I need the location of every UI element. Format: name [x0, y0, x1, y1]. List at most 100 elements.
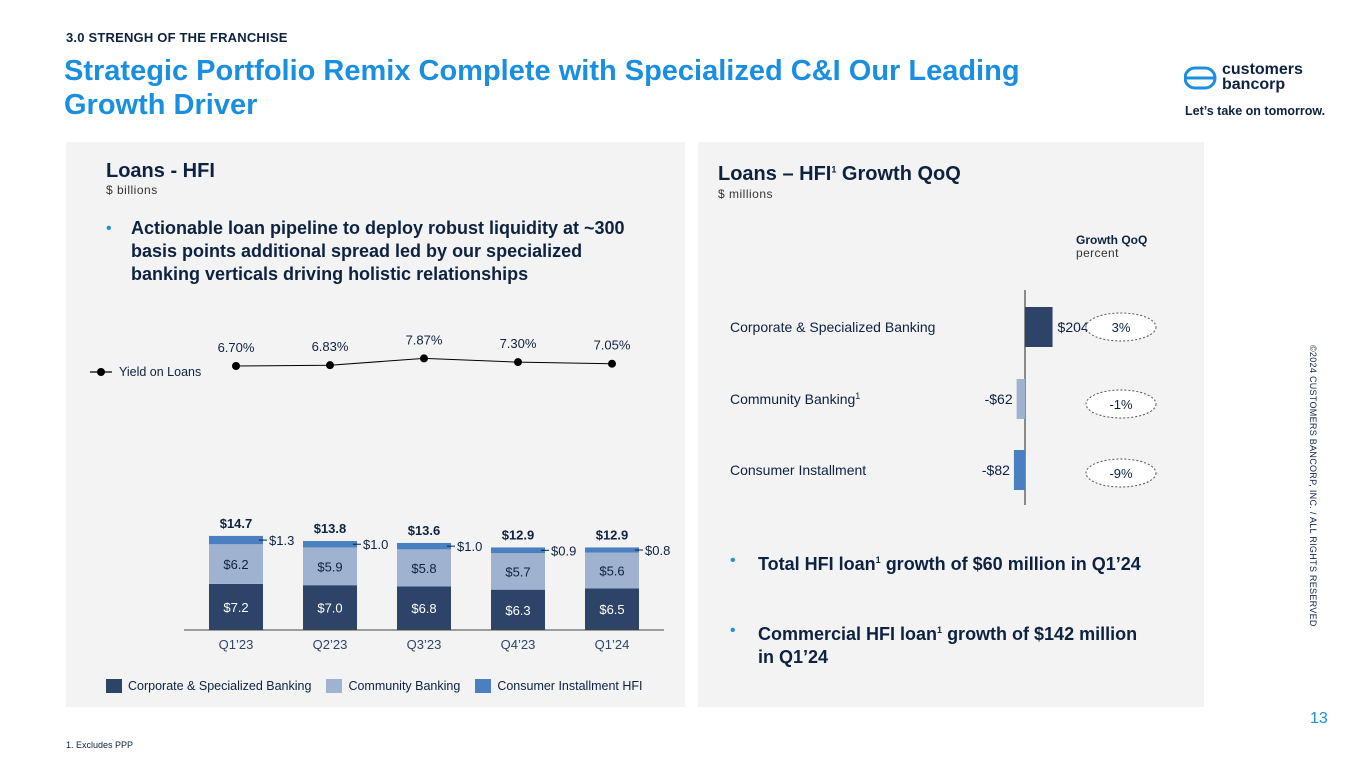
bar-value-label: $1.0 — [363, 537, 388, 552]
loans-hfi-subtitle: $ billions — [106, 183, 158, 197]
bar-value-label: $0.9 — [551, 543, 576, 558]
growth-pct-badge — [1085, 458, 1157, 488]
section-label: 3.0 STRENGH OF THE FRANCHISE — [66, 30, 288, 45]
growth-bar — [1013, 450, 1025, 490]
bar-segment — [209, 535, 263, 545]
footnote: 1. Excludes PPP — [66, 740, 134, 750]
loans-hfi-panel — [66, 142, 685, 707]
bar-segment — [397, 542, 451, 550]
bar-segment — [209, 583, 263, 630]
growth-value-label: -$62 — [985, 391, 1013, 407]
bar-segment — [303, 547, 357, 586]
bar-segment — [303, 585, 357, 630]
legend-label-community: Community Banking — [348, 679, 461, 693]
bar-segment — [491, 553, 545, 590]
bar-total-label: $13.6 — [408, 523, 441, 538]
bullet-dot: • — [730, 552, 736, 569]
growth-qoq-title: Loans – HFI1 Growth QoQ — [718, 163, 961, 186]
growth-qoq-panel — [698, 142, 1204, 707]
yield-legend-marker — [97, 368, 105, 376]
growth-value-label: -$82 — [982, 462, 1010, 478]
growth-bullet-2-sup: 1 — [937, 625, 943, 635]
growth-qoq-title-sup: 1 — [831, 164, 837, 175]
logo-text-line2: bancorp — [1222, 76, 1286, 93]
x-tick-label: Q1’24 — [595, 637, 630, 652]
bar-value-label: $7.2 — [223, 600, 248, 615]
bar-value-label: $5.7 — [505, 564, 530, 579]
growth-category-label: Corporate & Specialized Banking — [730, 319, 935, 335]
bar-segment — [491, 589, 545, 630]
bar-value-label: $6.8 — [411, 601, 436, 616]
growth-qoq-title-suffix: Growth QoQ — [836, 163, 961, 185]
page-title: Strategic Portfolio Remix Complete with … — [64, 55, 1020, 121]
x-tick-label: Q2’23 — [313, 637, 348, 652]
logo — [1183, 62, 1334, 94]
logo-text-line1: customers — [1222, 61, 1303, 78]
growth-value-label: $204 — [1058, 319, 1089, 335]
x-tick-label: Q3’23 — [407, 637, 442, 652]
growth-header: Growth QoQ — [1076, 233, 1148, 247]
growth-qoq-title-main: Loans – HFI — [718, 163, 832, 185]
bar-value-label: $6.3 — [505, 603, 530, 618]
legend-swatch-corporate — [106, 679, 122, 693]
bar-total-label: $13.8 — [314, 521, 347, 536]
bar-value-label: $7.0 — [317, 601, 342, 616]
bar-value-label: $6.2 — [223, 557, 248, 572]
bar-value-label: $5.8 — [411, 561, 436, 576]
bar-segment — [585, 588, 639, 630]
yield-point — [514, 358, 522, 367]
bullet-dot: • — [730, 622, 736, 639]
growth-pct-badge — [1085, 389, 1157, 419]
x-tick-label: Q4’23 — [501, 637, 536, 652]
bar-value-label: $0.8 — [645, 543, 670, 558]
growth-pct-label: 3% — [1112, 320, 1131, 335]
growth-category-label: Consumer Installment — [730, 462, 866, 478]
legend-label-corporate: Corporate & Specialized Banking — [128, 679, 312, 693]
yield-label: 6.83% — [312, 339, 349, 354]
logo-mark-icon — [1183, 66, 1217, 90]
bar-value-label: $5.9 — [317, 559, 342, 574]
chart-legend: Corporate & Specialized Banking Communit… — [106, 679, 652, 693]
loans-hfi-bullet: • Actionable loan pipeline to deploy rob… — [106, 217, 651, 286]
growth-category-label: Community Banking1 — [730, 391, 860, 407]
bar-value-label: $5.6 — [599, 563, 624, 578]
yield-label: 7.87% — [406, 332, 443, 347]
tagline: Let’s take on tomorrow. — [1185, 104, 1326, 118]
growth-bullet-2: • Commercial HFI loan1 growth of $142 mi… — [730, 619, 1150, 669]
legend-swatch-consumer — [475, 679, 492, 693]
bar-segment — [585, 552, 639, 589]
loans-hfi-bullet-text: Actionable loan pipeline to deploy robus… — [131, 218, 625, 284]
yield-point — [608, 359, 616, 368]
loans-hfi-chart: Yield on Loans 6.70% 6.83% 7.87% 7.30% 7.05% $… — [90, 332, 670, 652]
growth-pct-label: -1% — [1109, 397, 1133, 412]
growth-sub: percent — [1076, 246, 1119, 260]
x-tick-label: Q1’23 — [219, 637, 254, 652]
growth-bullet-1-pre: Total HFI loan — [758, 554, 876, 574]
growth-pct-label: -9% — [1109, 466, 1133, 481]
bar-segment — [397, 586, 451, 630]
bar-total-label: $14.7 — [220, 516, 253, 531]
bar-segment — [397, 549, 451, 587]
legend-swatch-community — [326, 679, 343, 693]
yield-point — [420, 354, 428, 363]
growth-bullet-1-sup: 1 — [875, 555, 881, 565]
bar-value-label: $1.0 — [457, 539, 482, 554]
legend-item-consumer: Consumer Installment HFI — [475, 679, 643, 693]
bar-value-label: $6.5 — [599, 602, 624, 617]
legend-label-consumer: Consumer Installment HFI — [497, 679, 643, 693]
bar-segment — [303, 541, 357, 548]
growth-bar — [1025, 307, 1053, 347]
growth-qoq-subtitle: $ millions — [718, 187, 774, 201]
copyright-text: ©2024 CUSTOMERS BANCORP, INC. / ALL RIGH… — [1308, 345, 1318, 627]
growth-pct-badge — [1085, 312, 1157, 342]
growth-bullet-1: • Total HFI loan1 growth of $60 million … — [730, 549, 1150, 576]
yield-legend-label: Yield on Loans — [119, 365, 201, 379]
yield-point — [326, 361, 334, 370]
legend-item-corporate: Corporate & Specialized Banking — [106, 679, 311, 693]
bar-segment — [585, 547, 639, 553]
growth-bar — [1016, 379, 1025, 419]
yield-label: 6.70% — [218, 340, 255, 355]
growth-bullet-1-post: growth of $60 million in Q1’24 — [880, 554, 1141, 574]
legend-item-community: Community Banking — [326, 679, 460, 693]
yield-point — [232, 362, 240, 370]
